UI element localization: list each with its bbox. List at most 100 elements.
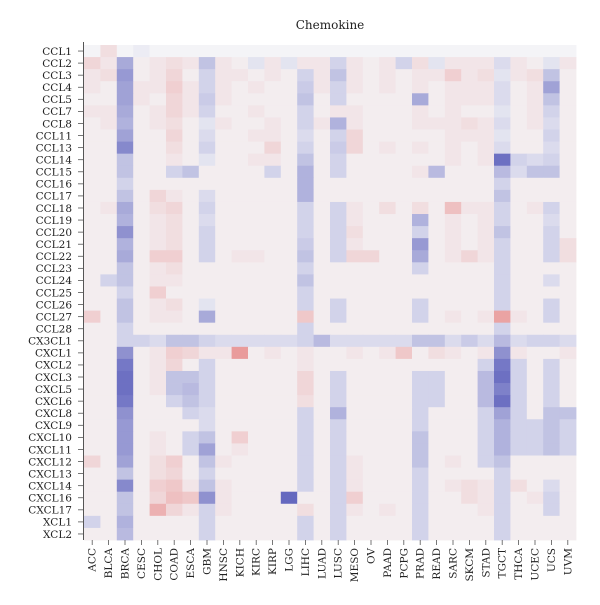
heatmap-cell-CCL3-BLCA (100, 69, 118, 82)
heatmap-cell-CCL11-UVM (559, 129, 577, 142)
heatmap-cell-CCL22-MESO (346, 250, 364, 263)
heatmap-cell-CXCL17-UCEC (526, 503, 544, 517)
heatmap-cell-CCL18-LUAD (313, 201, 331, 215)
heatmap-cell-CXCL10-HNSC (215, 431, 232, 444)
heatmap-cell-CXCL8-BRCA (116, 407, 134, 420)
heatmap-cell-CCL18-UVM (559, 201, 577, 215)
heatmap-cell-CCL8-KICH (231, 117, 249, 130)
heatmap-cell-CXCL10-TGCT (494, 431, 511, 444)
heatmap-cell-CXCL16-READ (428, 491, 446, 505)
heatmap-cell-CCL28-CHOL (149, 322, 167, 336)
heatmap-cell-CXCL2-KICH (231, 358, 249, 372)
heatmap-cell-CCL20-ESCA (182, 226, 200, 239)
heatmap-cell-CCL24-CHOL (149, 274, 167, 287)
heatmap-cell-CCL15-KIRP (264, 165, 282, 179)
heatmap-cell-CCL16-LIHC (297, 177, 314, 191)
heatmap-cell-CCL24-STAD (477, 274, 495, 287)
heatmap-cell-CXCL14-LGG (280, 479, 298, 493)
heatmap-cell-CXCL5-KIRC (248, 383, 265, 396)
heatmap-cell-CXCL13-KIRC (248, 467, 265, 481)
heatmap-cell-CCL22-SKCM (461, 250, 478, 263)
heatmap-cell-CCL28-READ (428, 322, 446, 336)
heatmap-cell-CCL14-SARC (444, 153, 462, 167)
heatmap-cell-CCL20-PAAD (379, 226, 396, 239)
heatmap-cell-CXCL1-BRCA (116, 346, 134, 360)
heatmap-cell-CCL25-COAD (166, 286, 183, 299)
heatmap-cell-CXCL12-UCEC (526, 455, 544, 468)
heatmap-cell-CCL20-PCPG (395, 226, 413, 239)
heatmap-cell-CCL5-LUSC (330, 93, 347, 106)
heatmap-cell-CXCL16-PRAD (412, 491, 429, 505)
heatmap-cell-CCL11-PRAD (412, 129, 429, 142)
heatmap-cell-XCL1-GBM (198, 515, 216, 529)
heatmap-cell-CCL3-SARC (444, 69, 462, 82)
chart-title: Chemokine (295, 18, 365, 32)
heatmap-cell-CCL4-ESCA (182, 81, 200, 94)
heatmap-cell-CCL5-UCS (543, 93, 560, 106)
row-label: CCL20 (36, 227, 72, 239)
heatmap-cell-CCL28-TGCT (494, 322, 511, 336)
heatmap-cell-CCL2-BRCA (116, 57, 134, 70)
heatmap-cell-CCL7-ESCA (182, 105, 200, 118)
heatmap-cell-CCL17-ESCA (182, 189, 200, 203)
heatmap-cell-CCL22-KICH (231, 250, 249, 263)
heatmap-cell-CXCL6-THCA (510, 395, 528, 408)
heatmap-cell-CXCL1-COAD (166, 346, 183, 360)
heatmap-cell-CXCL3-LGG (280, 370, 298, 384)
heatmap-cell-CCL22-ESCA (182, 250, 200, 263)
heatmap-cell-CXCL9-UVM (559, 419, 577, 432)
heatmap-cell-CCL5-GBM (198, 93, 216, 106)
heatmap-cell-CCL16-CESC (133, 177, 150, 191)
heatmap-cell-CXCL10-LUSC (330, 431, 347, 444)
row-label: CXCL1 (35, 348, 72, 360)
heatmap-cell-CCL21-SKCM (461, 238, 478, 251)
heatmap-cell-CXCL16-UCS (543, 491, 560, 505)
heatmap-cell-CCL19-MESO (346, 214, 364, 227)
row-label: XCL1 (43, 517, 72, 529)
heatmap-cell-CCL13-BRCA (116, 141, 134, 155)
heatmap-cell-CCL24-KIRP (264, 274, 282, 287)
heatmap-cell-XCL2-BLCA (100, 527, 118, 541)
heatmap-cell-CXCL8-UCEC (526, 407, 544, 420)
row-label: CCL15 (36, 167, 72, 179)
heatmap-cell-CCL1-LIHC (297, 45, 314, 58)
heatmap-cell-CCL25-LUSC (330, 286, 347, 299)
heatmap-cell-CCL20-STAD (477, 226, 495, 239)
heatmap-cell-CCL15-LUSC (330, 165, 347, 179)
heatmap-cell-CXCL14-SKCM (461, 479, 478, 493)
heatmap-cell-CCL25-LIHC (297, 286, 314, 299)
heatmap-cell-CCL1-UCS (543, 45, 560, 58)
heatmap-cell-XCL1-UCS (543, 515, 560, 529)
row-label: CXCL10 (28, 432, 72, 444)
heatmap-cell-CXCL6-LIHC (297, 395, 314, 408)
heatmap-cell-XCL1-UCEC (526, 515, 544, 529)
heatmap-cell-CCL16-CHOL (149, 177, 167, 191)
row-label: CCL27 (36, 311, 72, 323)
heatmap-cell-CCL18-KIRP (264, 201, 282, 215)
heatmap-cell-CCL19-CHOL (149, 214, 167, 227)
heatmap-cell-CCL2-BLCA (100, 57, 118, 70)
heatmap-cell-CXCL9-BRCA (116, 419, 134, 432)
heatmap-cell-CCL8-LUSC (330, 117, 347, 130)
heatmap-cell-CXCL2-STAD (477, 358, 495, 372)
heatmap-cell-CXCL9-KIRP (264, 419, 282, 432)
heatmap-cell-CXCL3-MESO (346, 370, 364, 384)
heatmap-cell-CCL2-TGCT (494, 57, 511, 70)
heatmap-cell-CCL14-READ (428, 153, 446, 167)
heatmap-cell-CXCL9-LUSC (330, 419, 347, 432)
heatmap-cell-CCL7-LUSC (330, 105, 347, 118)
heatmap-cell-CXCL8-CESC (133, 407, 150, 420)
heatmap-cell-CCL16-KICH (231, 177, 249, 191)
heatmap-cell-CCL5-UVM (559, 93, 577, 106)
heatmap-cell-CCL24-KIRC (248, 274, 265, 287)
heatmap-cell-CCL13-KIRP (264, 141, 282, 155)
heatmap-cell-CXCL11-BLCA (100, 443, 118, 456)
heatmap-cell-CXCL1-SKCM (461, 346, 478, 360)
heatmap-cell-CXCL9-CHOL (149, 419, 167, 432)
heatmap-cell-CXCL3-PCPG (395, 370, 413, 384)
heatmap-cell-CCL11-LUAD (313, 129, 331, 142)
heatmap-cell-CX3CL1-MESO (346, 334, 364, 348)
heatmap-cell-CCL1-THCA (510, 45, 528, 58)
heatmap-cell-CXCL12-PAAD (379, 455, 396, 468)
heatmap-cell-CXCL9-KIRC (248, 419, 265, 432)
